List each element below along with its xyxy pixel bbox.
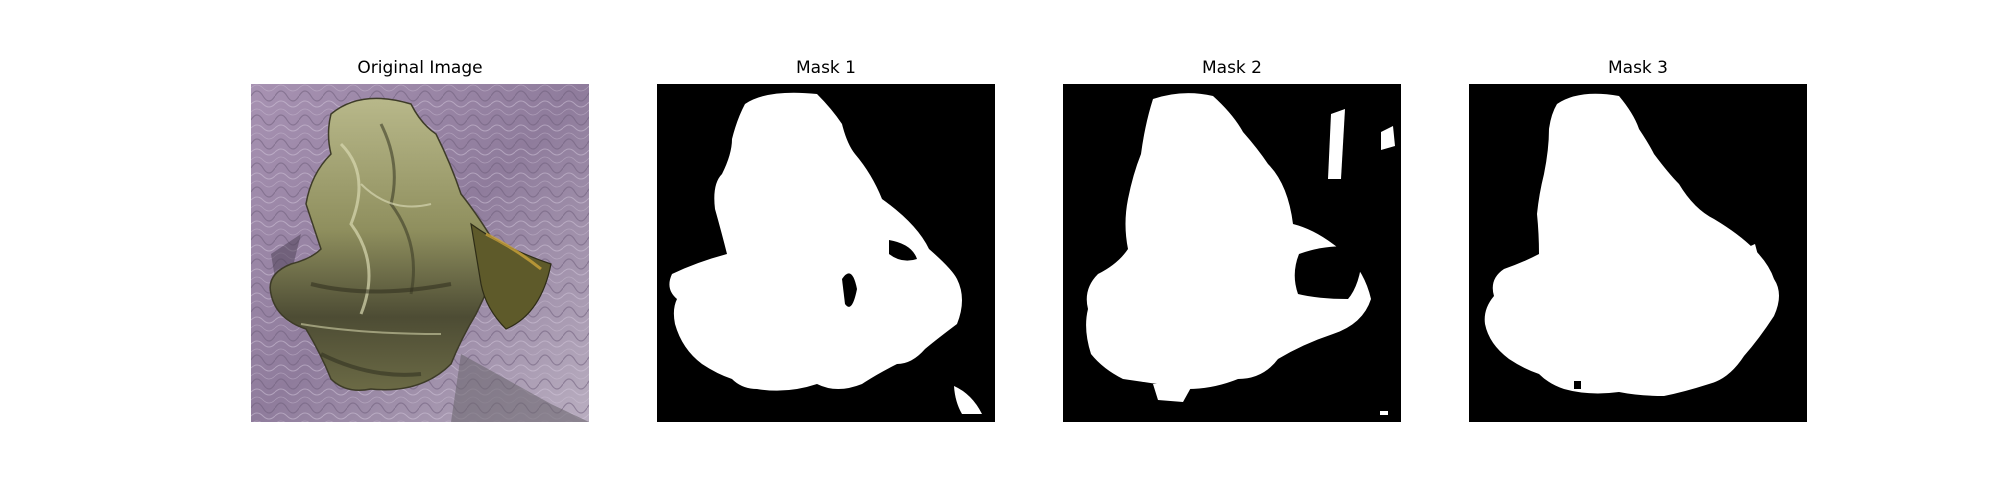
mask-1-image [657, 84, 995, 422]
panel-title: Mask 1 [795, 58, 856, 78]
mask-2-shape [1063, 84, 1401, 422]
mask-2-image [1063, 84, 1401, 422]
original-image [251, 84, 589, 422]
mask-3-image [1469, 84, 1807, 422]
mask-1-shape [657, 84, 995, 422]
panel-title: Original Image [357, 58, 483, 78]
panel-title: Mask 2 [1201, 58, 1262, 78]
mask-3-shape [1469, 84, 1807, 422]
panel-title: Mask 3 [1607, 58, 1668, 78]
original-image-illustration [251, 84, 589, 422]
